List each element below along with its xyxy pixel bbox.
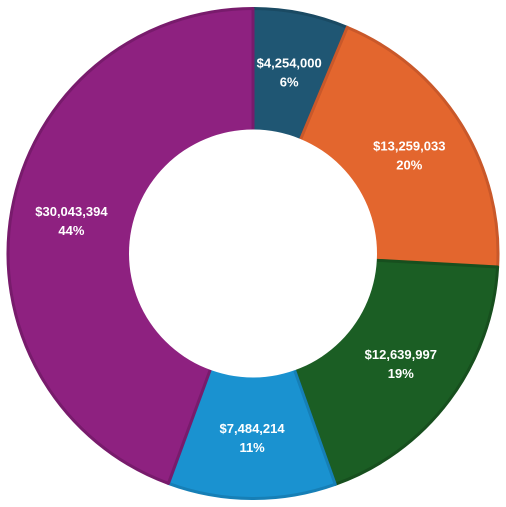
slice-value-label-0: $4,254,000 <box>257 56 322 71</box>
slice-percent-label-4: 44% <box>58 223 84 238</box>
labels-layer: $4,254,000 6% $13,259,033 20% $12,639,997 19%… <box>35 56 445 455</box>
slice-percent-label-1: 20% <box>396 157 422 172</box>
slice-value-label-4: $30,043,394 <box>35 204 108 219</box>
slice-value-label-1: $13,259,033 <box>373 138 445 153</box>
slice-percent-label-0: 6% <box>280 75 299 90</box>
donut-hole <box>129 129 377 378</box>
slice-value-label-2: $12,639,997 <box>365 347 437 362</box>
slice-percent-label-2: 19% <box>388 366 414 381</box>
slice-percent-label-3: 11% <box>239 440 265 455</box>
slice-value-label-3: $7,484,214 <box>220 421 286 436</box>
